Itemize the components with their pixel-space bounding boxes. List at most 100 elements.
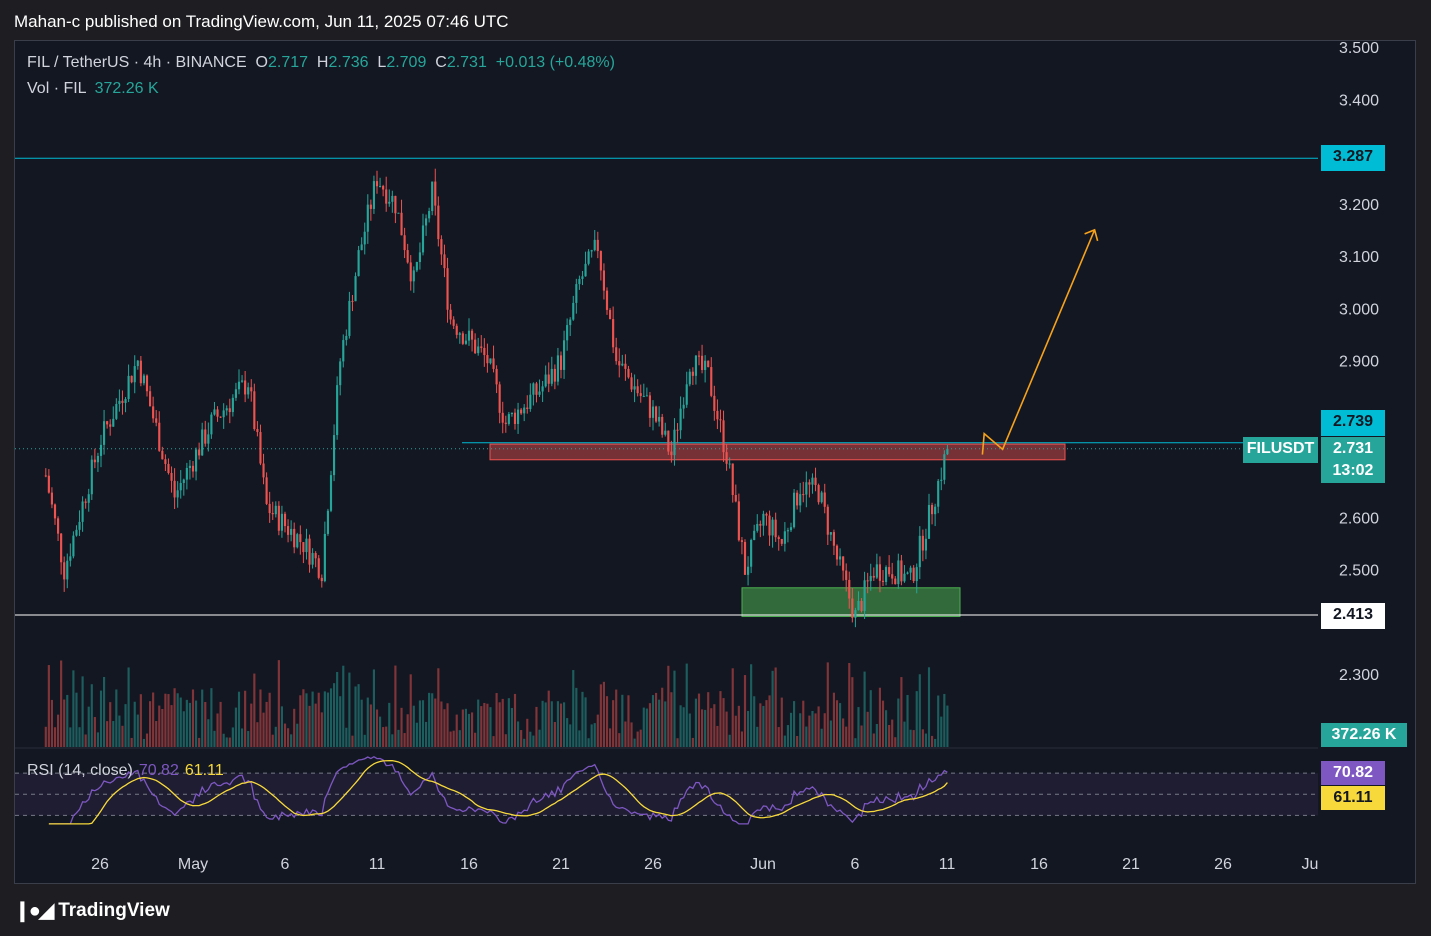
volume-bar xyxy=(584,697,587,747)
candle-body xyxy=(449,309,452,320)
volume-bar xyxy=(734,715,737,747)
volume-bar xyxy=(348,672,351,747)
time-tick-label: 16 xyxy=(1030,856,1048,873)
volume-bar xyxy=(93,717,96,747)
candle-body xyxy=(783,531,786,544)
candle-body xyxy=(670,451,673,456)
candle-body xyxy=(440,239,443,255)
candle-body xyxy=(201,429,204,456)
volume-bar xyxy=(697,693,701,747)
volume-bar xyxy=(158,705,161,747)
volume-bar xyxy=(700,709,704,747)
candle-body xyxy=(556,355,560,382)
rsi-line xyxy=(48,755,948,825)
candle-body xyxy=(302,542,305,553)
open-value: 2.717 xyxy=(267,54,309,71)
volume-bar xyxy=(145,733,149,747)
volume-bar xyxy=(621,694,624,747)
candle-body xyxy=(296,534,299,548)
candle-body xyxy=(66,560,69,580)
candle-body xyxy=(259,432,262,464)
volume-bar xyxy=(280,706,284,747)
candle-body xyxy=(918,535,921,568)
candle-body xyxy=(734,494,737,502)
volume-bar xyxy=(838,703,842,747)
volume-bar xyxy=(710,708,713,747)
volume-bar xyxy=(550,701,553,747)
volume-bar xyxy=(109,702,112,747)
volume-bar xyxy=(746,710,750,747)
volume-bar xyxy=(486,703,489,747)
volume-bar xyxy=(323,691,326,747)
candle-body xyxy=(314,553,317,559)
candle-body xyxy=(329,475,333,511)
candle-body xyxy=(256,429,259,433)
candle-body xyxy=(915,567,918,582)
candle-body xyxy=(81,501,84,522)
symbol-label[interactable]: FIL / TetherUS · 4h · BINANCE xyxy=(27,54,247,71)
candle-body xyxy=(921,535,924,551)
tradingview-logo[interactable]: ❙●◢ TradingView xyxy=(14,898,170,923)
volume-bar xyxy=(271,734,274,747)
candle-body xyxy=(842,556,845,571)
candle-body xyxy=(750,540,753,567)
candle-body xyxy=(826,506,829,535)
volume-bar xyxy=(329,688,333,747)
candle-body xyxy=(780,539,783,544)
volume-bar xyxy=(743,675,747,747)
candle-body xyxy=(378,186,382,188)
candle-body xyxy=(869,575,872,582)
projection-arrowhead xyxy=(1084,228,1099,242)
candle-body xyxy=(342,340,345,362)
support-zone xyxy=(741,587,961,618)
volume-bar xyxy=(881,700,885,747)
volume-bar xyxy=(891,719,894,747)
candle-body xyxy=(691,371,694,376)
candle-body xyxy=(424,218,428,226)
volume-bar xyxy=(474,732,477,747)
volume-bar xyxy=(378,716,382,747)
volume-bar xyxy=(860,725,863,747)
volume-bar xyxy=(317,692,320,747)
tag-rsi-ma: 61.11 xyxy=(1321,786,1385,810)
low-value: 2.709 xyxy=(386,54,427,71)
candle-body xyxy=(642,395,645,397)
tag-symbol[interactable]: FILUSDT xyxy=(1243,437,1318,463)
volume-bar xyxy=(231,727,234,747)
volume-bar xyxy=(737,705,740,747)
volume-bar xyxy=(286,728,290,747)
volume-bar xyxy=(618,733,621,747)
volume-bar xyxy=(351,735,354,747)
candle-body xyxy=(280,513,284,531)
volume-bar xyxy=(458,730,461,747)
volume-bar xyxy=(167,694,170,747)
candle-body xyxy=(268,503,271,514)
candle-body xyxy=(421,225,425,253)
volume-bar xyxy=(112,721,115,747)
candle-body xyxy=(234,389,238,398)
volume-bar xyxy=(814,713,817,747)
brand-label: TradingView xyxy=(58,899,170,921)
candle-body xyxy=(139,360,142,384)
candle-body xyxy=(860,600,863,611)
volume-bar xyxy=(912,730,915,747)
volume-bar xyxy=(608,728,612,747)
volume-bar xyxy=(771,670,774,747)
volume-bar xyxy=(47,665,50,747)
volume-bar xyxy=(765,700,768,747)
volume-bar xyxy=(633,738,636,747)
candle-body xyxy=(808,482,811,485)
candle-body xyxy=(584,263,587,277)
candle-body xyxy=(605,290,609,310)
volume-bar xyxy=(225,737,228,747)
candle-body xyxy=(130,375,133,383)
candle-body xyxy=(814,477,817,486)
candle-body xyxy=(590,250,593,252)
candle-body xyxy=(247,387,250,395)
volume-bar xyxy=(927,667,931,747)
candle-body xyxy=(397,212,400,214)
candle-body xyxy=(866,580,869,582)
volume-bar xyxy=(176,693,179,747)
volume-bar xyxy=(431,693,434,747)
